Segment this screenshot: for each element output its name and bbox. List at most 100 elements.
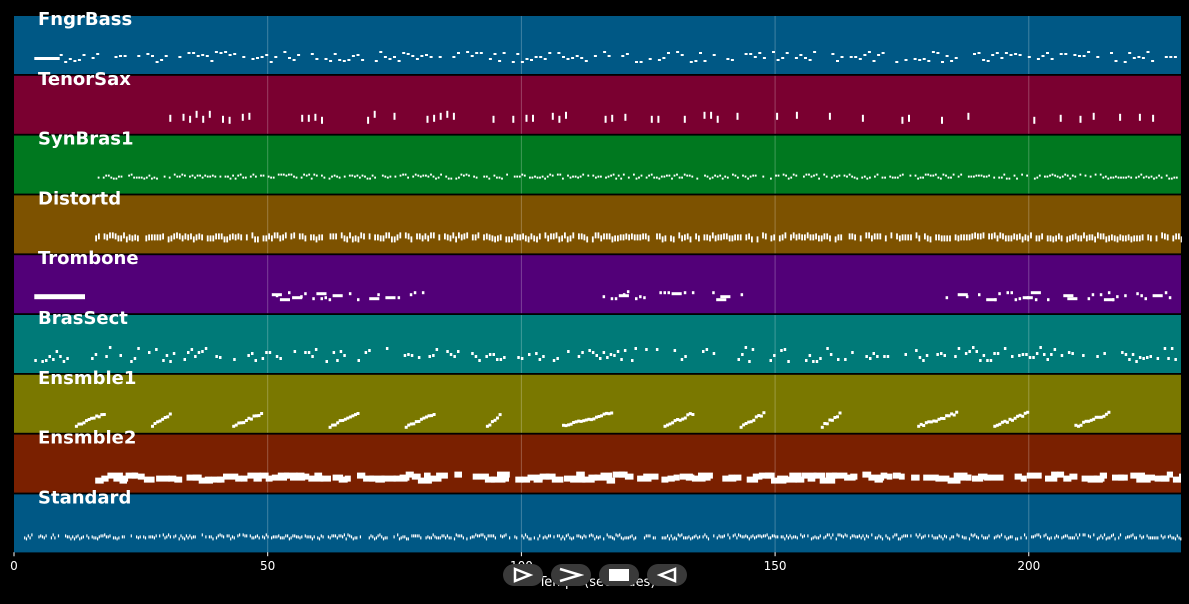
note [935, 475, 950, 482]
track-lane[interactable]: TenorSax [14, 69, 1181, 134]
note [559, 173, 562, 176]
track-lane[interactable]: Distortd [14, 188, 1182, 254]
note [1172, 476, 1181, 483]
note [756, 236, 759, 243]
note [489, 534, 491, 538]
note [277, 472, 290, 479]
note [742, 423, 746, 427]
note [580, 535, 582, 539]
track-lane[interactable]: SynBras1 [14, 129, 1181, 194]
note [1079, 173, 1082, 176]
note [643, 473, 659, 480]
note [553, 535, 555, 539]
note [204, 476, 212, 483]
note [1135, 360, 1138, 363]
track-lane[interactable]: FngrBass [14, 9, 1181, 74]
stop-button[interactable] [599, 564, 639, 586]
note [595, 415, 598, 419]
note [265, 533, 267, 537]
track-lane[interactable]: Ensmble2 [14, 428, 1181, 493]
note [747, 177, 749, 180]
track-lane[interactable]: BrasSect [14, 308, 1181, 373]
note [849, 536, 852, 540]
note [1160, 176, 1163, 179]
note [136, 535, 138, 539]
note [783, 348, 787, 351]
note [351, 236, 354, 243]
note [829, 235, 831, 242]
note [907, 234, 910, 241]
note [59, 54, 63, 56]
track-lane[interactable]: Ensmble1 [14, 368, 1181, 433]
note [254, 359, 257, 362]
note [995, 52, 999, 54]
note [333, 174, 336, 177]
note [600, 235, 603, 242]
note [1074, 233, 1077, 240]
note [1063, 535, 1065, 539]
rewind-button[interactable] [647, 564, 687, 586]
note [128, 234, 131, 241]
note [883, 355, 886, 358]
note [897, 537, 900, 541]
note [1113, 235, 1116, 242]
note [314, 472, 323, 479]
note [1085, 235, 1088, 242]
note [901, 535, 903, 539]
note [917, 424, 921, 428]
note [777, 475, 789, 482]
note [594, 232, 597, 239]
note [1054, 174, 1056, 177]
note [187, 536, 189, 540]
note [784, 537, 786, 541]
note [1047, 298, 1050, 302]
note [152, 535, 154, 539]
note [684, 355, 687, 358]
note [1110, 52, 1113, 54]
note [217, 476, 225, 483]
note [419, 417, 423, 421]
note [850, 473, 858, 480]
note [941, 116, 943, 124]
note [686, 174, 689, 177]
note [488, 58, 492, 60]
note [617, 235, 619, 242]
note [221, 534, 223, 538]
note [184, 174, 186, 177]
note [555, 232, 558, 239]
fast-forward-button[interactable] [551, 564, 591, 586]
note [45, 534, 47, 538]
note [945, 296, 949, 300]
note [406, 53, 410, 55]
note [745, 234, 748, 241]
play-button[interactable] [503, 564, 543, 586]
note [613, 354, 616, 357]
track-lane[interactable]: Trombone [14, 248, 1181, 314]
note [730, 59, 734, 61]
note [1144, 297, 1147, 301]
note [668, 422, 672, 426]
note [267, 535, 269, 539]
note [699, 535, 701, 539]
note [667, 475, 675, 482]
note [599, 357, 602, 360]
note [301, 114, 304, 122]
note [244, 419, 248, 422]
note [1016, 414, 1020, 418]
note [892, 535, 894, 539]
note [833, 416, 837, 419]
note [253, 536, 255, 540]
note [274, 56, 278, 58]
note [709, 235, 711, 242]
note [983, 536, 985, 540]
note [505, 236, 508, 243]
note [755, 535, 757, 539]
note [626, 536, 628, 540]
track-lane[interactable]: Standard [14, 487, 1182, 553]
note [119, 55, 122, 57]
note [886, 355, 890, 358]
note [278, 534, 280, 538]
note [769, 359, 772, 362]
note [603, 537, 605, 541]
note [1132, 57, 1136, 59]
